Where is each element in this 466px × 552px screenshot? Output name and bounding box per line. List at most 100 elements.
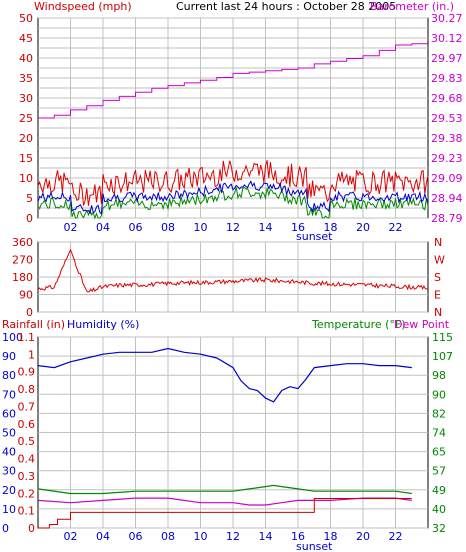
barometer-tick-label: 29.53 [431,112,463,125]
humidity-x-tick-label: 12 [226,530,240,543]
wind-x-tick-label: 02 [64,221,78,234]
wind-x-tick-label: 12 [226,221,240,234]
direction-compass-label: N [434,306,442,319]
humidity-series-line [37,347,412,403]
rainfall-tick-label: 0.7 [18,400,36,413]
temperature-axis-label: Temperature (°F) [311,318,406,331]
humidity-tick-label: 10 [2,503,16,516]
windspeed-tick-label: 0 [26,212,33,225]
rainfall-tick-label: 0.3 [18,470,36,483]
humidity-tick-label: 100 [2,331,23,344]
humidity-tick-label: 90 [2,350,16,363]
direction-tick-label: 90 [19,289,33,302]
barometer-axis-label: Barometer (in.) [370,0,454,13]
dewpoint-axis-label: Dew Point [394,318,450,331]
humidity-tick-label: 40 [2,446,16,459]
humidity-tick-label: 80 [2,369,16,382]
wind-x-tick-label: 04 [96,221,110,234]
windspeed-tick-label: 50 [19,12,33,25]
humidity-x-tick-label: 22 [389,530,403,543]
temperature-tick-label: 115 [432,331,453,344]
humidity-x-tick-label: 10 [194,530,208,543]
windspeed-axis-label: Windspeed (mph) [34,0,132,13]
temperature-tick-label: 49 [432,484,446,497]
wind-x-tick-label: 10 [194,221,208,234]
wind-x-tick-label: 14 [259,221,273,234]
direction-compass-label: N [434,236,442,249]
rainfall-tick-label: 0.8 [18,383,36,396]
barometer-tick-label: 28.94 [431,192,463,205]
humidity-tick-label: 30 [2,465,16,478]
rainfall-tick-label: 1.1 [18,331,36,344]
temperature-tick-label: 32 [432,522,446,535]
wind-x-tick-label: 08 [161,221,175,234]
wind-direction-series-line [37,248,429,293]
barometer-tick-label: 30.12 [431,32,463,45]
direction-tick-label: 270 [12,254,33,267]
temperature-tick-label: 57 [432,465,446,478]
humidity-x-tick-label: 14 [259,530,273,543]
temperature-tick-label: 65 [432,446,446,459]
humidity-x-tick-label: 18 [324,530,338,543]
wind-x-tick-label: 16 [291,221,305,234]
direction-tick-label: 0 [26,306,33,319]
direction-compass-label: S [434,271,441,284]
temperature-tick-label: 90 [432,388,446,401]
temperature-tick-label: 107 [432,350,453,363]
rainfall-series-line [38,498,412,529]
windspeed-tick-label: 30 [19,92,33,105]
rainfall-tick-label: 0.2 [18,487,36,500]
rainfall-tick-label: 0.6 [18,418,36,431]
windspeed-tick-label: 40 [19,52,33,65]
humidity-x-tick-label: 16 [291,530,305,543]
barometer-tick-label: 29.68 [431,92,463,105]
humidity-tick-label: 70 [2,388,16,401]
chart-title: Current last 24 hours : October 28 2005 [176,0,396,13]
direction-compass-label: E [434,289,441,302]
humidity-tick-label: 20 [2,484,16,497]
rainfall-tick-label: 0.1 [18,505,36,518]
barometer-series-line [38,43,428,119]
humidity-sunset-label: sunset [296,540,333,552]
barometer-tick-label: 29.09 [431,172,463,185]
temperature-tick-label: 98 [432,369,446,382]
wind-x-tick-label: 20 [356,221,370,234]
humidity-x-tick-label: 20 [356,530,370,543]
humidity-x-tick-label: 04 [96,530,110,543]
windspeed-tick-label: 25 [19,112,33,125]
windlow-series-line [37,186,429,220]
rainfall-tick-label: 0.5 [18,435,36,448]
rainfall-axis-label: Rainfall (in) [2,318,65,331]
temperature-tick-label: 40 [432,503,446,516]
barometer-tick-label: 29.97 [431,52,463,65]
humidity-tick-label: 60 [2,407,16,420]
windspeed-series-line [37,180,429,215]
humidity-x-tick-label: 08 [161,530,175,543]
barometer-tick-label: 29.83 [431,72,463,85]
humidity-tick-label: 0 [2,522,9,535]
rainfall-tick-label: 1 [28,348,35,361]
wind-barometer-panel: 0 5 10 15 20 25 30 35 40 45 50 28.79 28.94 29.09 29.23… [19,12,463,243]
rainfall-tick-label: 0.4 [18,453,36,466]
barometer-tick-label: 30.27 [431,12,463,25]
temperature-tick-label: 82 [432,407,446,420]
windspeed-tick-label: 15 [19,152,33,165]
humidity-axis-label: Humidity (%) [67,318,139,331]
humidity-tick-label: 50 [2,427,16,440]
dewpoint-series-line [37,497,412,506]
direction-tick-label: 180 [12,271,33,284]
humidity-x-tick-label: 02 [64,530,78,543]
windspeed-tick-label: 20 [19,132,33,145]
rainfall-tick-label: 0 [28,522,35,535]
windgust-series-line [37,160,429,206]
windspeed-tick-label: 45 [19,32,33,45]
direction-tick-label: 360 [12,236,33,249]
barometer-tick-label: 29.23 [431,152,463,165]
rainfall-tick-label: 0.9 [18,366,36,379]
wind-x-tick-label: 22 [389,221,403,234]
barometer-tick-label: 29.38 [431,132,463,145]
windspeed-tick-label: 10 [19,172,33,185]
windspeed-tick-label: 35 [19,72,33,85]
